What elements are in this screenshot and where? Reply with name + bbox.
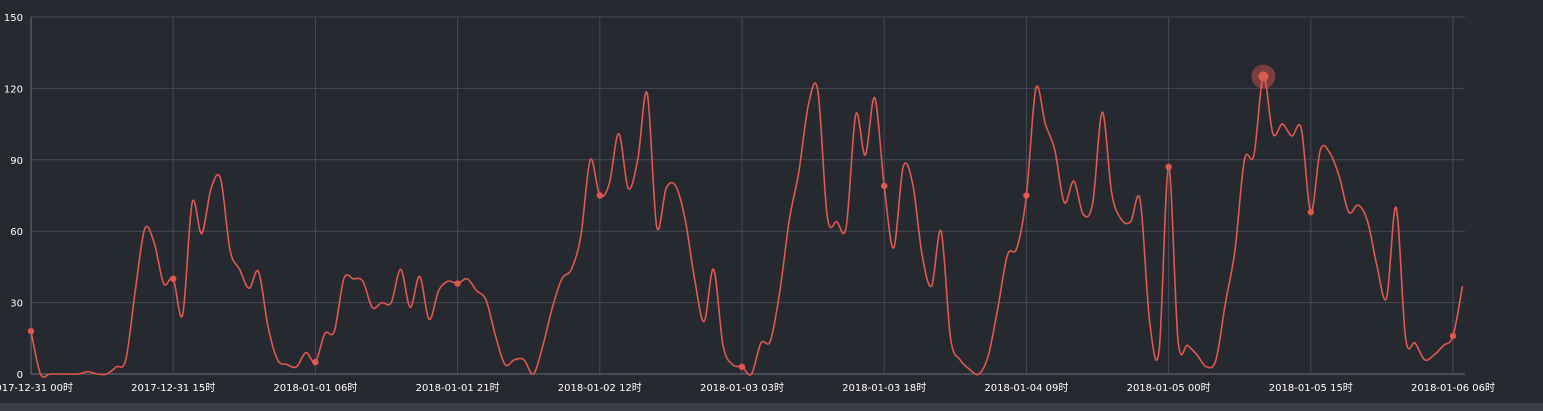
data-point	[170, 275, 177, 282]
data-point	[312, 358, 319, 366]
data-point	[454, 280, 461, 287]
data-point	[596, 192, 603, 199]
y-tick-label: 0	[17, 370, 23, 381]
data-point	[738, 363, 746, 371]
y-tick-label: 90	[10, 156, 23, 167]
y-tick-label: 30	[10, 299, 23, 310]
data-point	[881, 182, 888, 190]
series-line	[30, 75, 1464, 378]
y-tick-label: 120	[4, 84, 23, 95]
x-tick-label: 2018-01-01 21时	[416, 382, 500, 394]
x-tick-label: 2018-01-02 12时	[558, 382, 642, 394]
x-tick-label: 2018-01-04 09时	[984, 382, 1068, 394]
highlight-point	[1258, 71, 1269, 82]
data-point	[1023, 192, 1030, 199]
x-tick-label: 2018-01-01 06时	[273, 382, 357, 394]
data-point	[1449, 332, 1457, 340]
data-zoom-slider[interactable]	[0, 403, 1543, 411]
x-tick-label: 2018-01-05 00时	[1127, 382, 1211, 394]
data-point	[1307, 208, 1315, 216]
x-tick-label: 2018-01-03 03时	[700, 382, 784, 394]
y-tick-label: 150	[4, 13, 23, 24]
data-point	[1165, 163, 1172, 171]
x-tick-label: 2018-01-03 18时	[842, 382, 926, 394]
x-tick-label: 2018-01-06 06时	[1411, 382, 1495, 394]
data-point	[27, 327, 35, 335]
y-tick-label: 60	[10, 227, 23, 238]
x-tick-label: 2017-12-31 15时	[131, 382, 215, 394]
x-tick-label: 2017-12-31 00时	[0, 382, 73, 394]
x-tick-label: 2018-01-05 15时	[1269, 382, 1353, 394]
